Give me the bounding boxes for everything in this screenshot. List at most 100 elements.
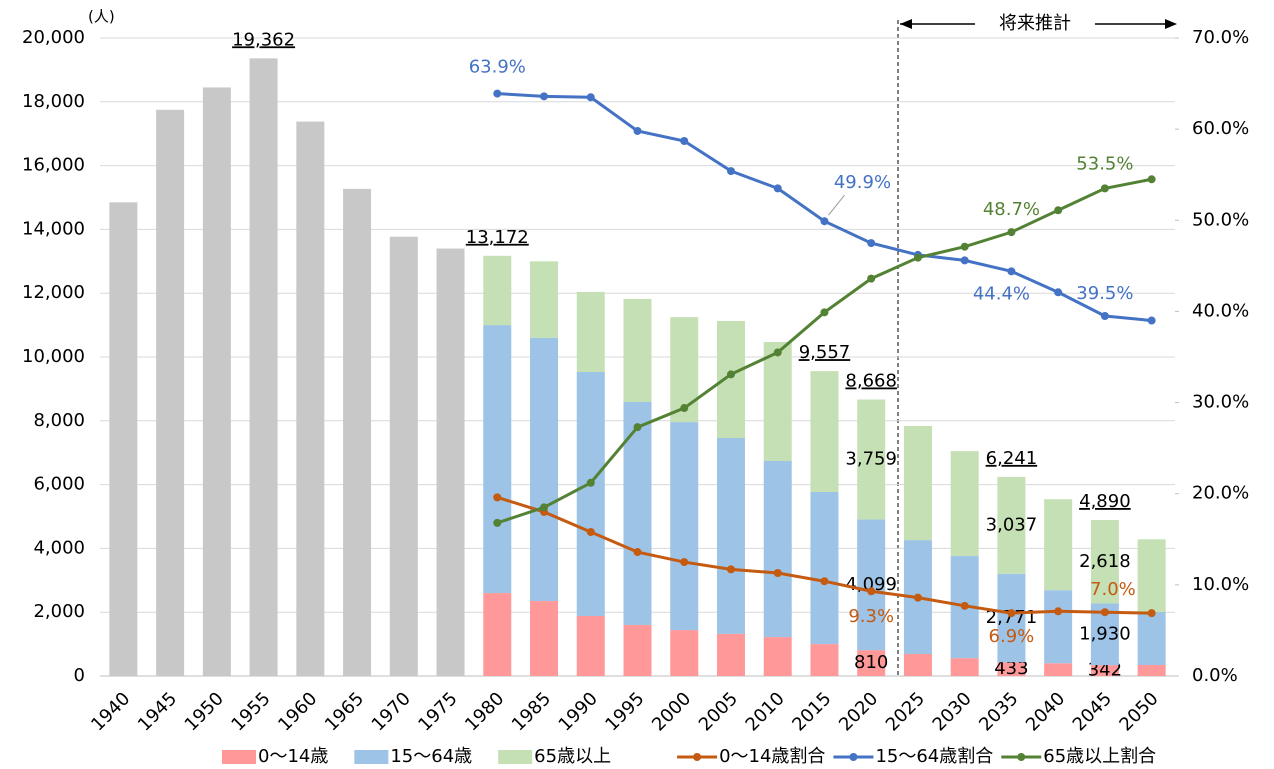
line-marker bbox=[540, 92, 549, 101]
y-tick-label: 18,000 bbox=[22, 91, 85, 112]
line-marker bbox=[960, 256, 969, 265]
line-marker bbox=[726, 167, 735, 176]
bar-segment bbox=[997, 476, 1026, 574]
bar-segment bbox=[623, 401, 652, 625]
bar-segment bbox=[1137, 539, 1166, 613]
legend-label: 15～64歳割合 bbox=[875, 746, 993, 767]
line-marker bbox=[1007, 228, 1016, 237]
x-tick-label: 2030 bbox=[929, 688, 976, 735]
bar-segment bbox=[950, 658, 979, 676]
bar-segment bbox=[763, 342, 792, 461]
y2-tick-label: 50.0% bbox=[1192, 209, 1249, 230]
line-marker bbox=[1100, 311, 1109, 320]
bar-segment bbox=[997, 662, 1026, 676]
bar-value-label: 810 bbox=[854, 652, 888, 673]
line-series bbox=[497, 92, 1152, 323]
bar-segment bbox=[857, 650, 886, 676]
line-value-label: 44.4% bbox=[973, 283, 1030, 304]
line-marker bbox=[1007, 267, 1016, 276]
bar-value-label: 3,759 bbox=[845, 448, 897, 469]
y-tick-label: 0 bbox=[74, 665, 85, 686]
y-tick-label: 14,000 bbox=[22, 218, 85, 239]
x-tick-label: 1940 bbox=[87, 688, 134, 735]
line-marker bbox=[493, 493, 502, 502]
projection-arrowhead bbox=[1165, 19, 1177, 29]
line-marker bbox=[680, 558, 689, 567]
x-tick-label: 2035 bbox=[975, 688, 1022, 735]
x-tick-label: 1980 bbox=[461, 688, 508, 735]
bar-segment bbox=[483, 593, 512, 676]
line-marker bbox=[1147, 175, 1156, 184]
line-value-label: 63.9% bbox=[469, 57, 526, 78]
y-tick-label: 2,000 bbox=[33, 601, 85, 622]
total-bar bbox=[249, 58, 278, 677]
bar-segment bbox=[810, 371, 839, 492]
line-marker bbox=[960, 601, 969, 610]
total-bar bbox=[389, 236, 418, 676]
line-marker bbox=[726, 370, 735, 379]
line-marker bbox=[960, 242, 969, 251]
line-marker bbox=[586, 527, 595, 536]
bar-segment bbox=[716, 438, 745, 634]
x-tick-label: 1970 bbox=[368, 688, 415, 735]
line-marker bbox=[1147, 316, 1156, 325]
bar-value-label: 433 bbox=[994, 658, 1028, 679]
y-tick-label: 12,000 bbox=[22, 282, 85, 303]
leader-line bbox=[828, 194, 845, 216]
bar-value-label: 2,618 bbox=[1079, 551, 1131, 572]
bar-segment bbox=[997, 573, 1026, 663]
bar-segment bbox=[1137, 612, 1166, 665]
x-tick-label: 1975 bbox=[414, 688, 461, 735]
x-tick-label: 2000 bbox=[648, 688, 695, 735]
line-marker bbox=[820, 308, 829, 317]
x-tick-label: 1960 bbox=[274, 688, 321, 735]
y-tick-label: 10,000 bbox=[22, 346, 85, 367]
line-marker bbox=[1007, 609, 1016, 618]
line-value-label: 49.9% bbox=[834, 172, 891, 193]
bar-segment bbox=[763, 460, 792, 638]
bar-segment bbox=[857, 399, 886, 520]
bar-value-label: 3,037 bbox=[986, 514, 1038, 535]
total-label: 19,362 bbox=[232, 29, 295, 50]
legend-marker bbox=[1017, 753, 1026, 761]
bar-segment bbox=[576, 371, 605, 617]
line-value-label: 39.5% bbox=[1076, 283, 1133, 304]
line-marker bbox=[1054, 607, 1063, 616]
total-label: 6,241 bbox=[986, 448, 1038, 469]
line-marker bbox=[773, 348, 782, 357]
line-marker bbox=[820, 217, 829, 226]
bar-segment bbox=[483, 255, 512, 326]
legend-swatch bbox=[354, 750, 389, 764]
bar-segment bbox=[576, 291, 605, 372]
x-tick-label: 2040 bbox=[1022, 688, 1069, 735]
y-tick-label: 20,000 bbox=[22, 27, 85, 48]
line-value-label: 48.7% bbox=[983, 199, 1040, 220]
y2-tick-label: 40.0% bbox=[1192, 300, 1249, 321]
line-marker bbox=[493, 89, 502, 98]
line-marker bbox=[586, 93, 595, 102]
x-tick-label: 1965 bbox=[321, 688, 368, 735]
bar-segment bbox=[483, 325, 512, 594]
x-tick-label: 1985 bbox=[508, 688, 555, 735]
bar-segment bbox=[857, 519, 886, 651]
line-marker bbox=[773, 184, 782, 193]
total-label: 13,172 bbox=[466, 227, 529, 248]
line-value-label: 7.0% bbox=[1090, 579, 1136, 600]
bar-segment bbox=[903, 653, 932, 676]
line-marker bbox=[540, 503, 549, 512]
legend-label: 15～64歳 bbox=[390, 746, 472, 767]
total-bar bbox=[109, 202, 138, 676]
y-tick-label: 16,000 bbox=[22, 155, 85, 176]
line-marker bbox=[633, 548, 642, 557]
bar-segment bbox=[716, 633, 745, 676]
bar-segment bbox=[763, 637, 792, 676]
bar-segment bbox=[1090, 665, 1119, 676]
bar-segment bbox=[1044, 499, 1073, 591]
bar-segment bbox=[716, 320, 745, 439]
y2-tick-label: 70.0% bbox=[1192, 27, 1249, 48]
bar-segment bbox=[530, 601, 559, 676]
legend-label: 65歳以上 bbox=[534, 746, 611, 767]
line-marker bbox=[633, 423, 642, 432]
